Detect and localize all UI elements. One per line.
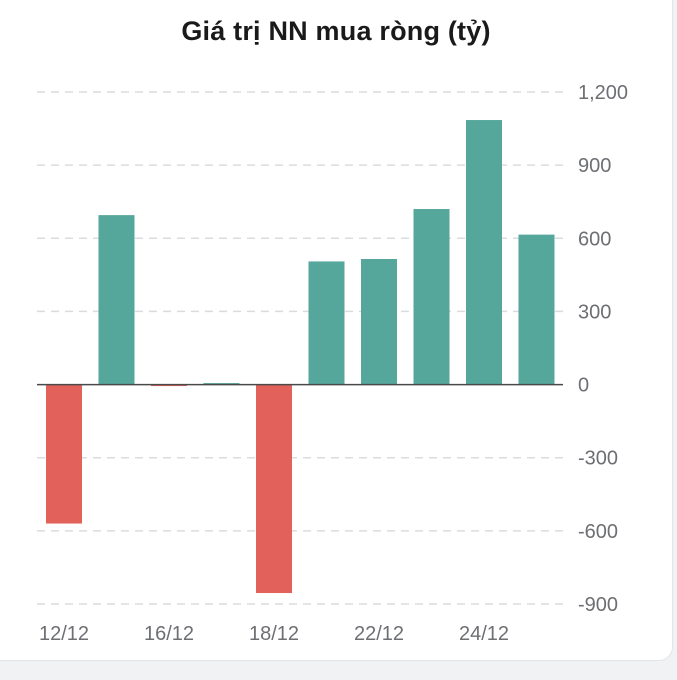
- bar-24-12: [466, 120, 502, 385]
- y-tick-label: 600: [578, 228, 611, 250]
- bar-chart: 1,200 900 600 300 0 -300 -600 -900 12/12 16/12 18/…: [37, 82, 628, 645]
- y-tick-label: 0: [578, 375, 589, 397]
- bar-18-12: [256, 384, 292, 594]
- chart-card: Giá trị NN mua ròng (tỷ) 1,200 900 600 300 0…: [0, 0, 673, 661]
- bar-23-12: [413, 209, 450, 385]
- chart-title: Giá trị NN mua ròng (tỷ): [181, 16, 491, 46]
- bar-12-12: [46, 384, 82, 524]
- y-tick-label: 300: [578, 301, 611, 323]
- y-tick-label: -600: [578, 521, 618, 543]
- x-tick-label: 12/12: [39, 623, 89, 645]
- x-tick-label: 22/12: [354, 623, 404, 645]
- y-tick-label: 1,200: [578, 82, 628, 104]
- bar-25-12: [518, 234, 555, 385]
- y-tick-label: 900: [578, 155, 611, 177]
- x-tick-label: 18/12: [249, 623, 299, 645]
- bar-19-12: [308, 261, 345, 385]
- bar-20-12: [361, 259, 397, 385]
- y-tick-label: -300: [578, 448, 618, 470]
- x-tick-label: 16/12: [144, 623, 194, 645]
- y-tick-label: -900: [578, 594, 618, 616]
- bar-13-12: [98, 215, 135, 385]
- x-tick-label: 24/12: [459, 623, 509, 645]
